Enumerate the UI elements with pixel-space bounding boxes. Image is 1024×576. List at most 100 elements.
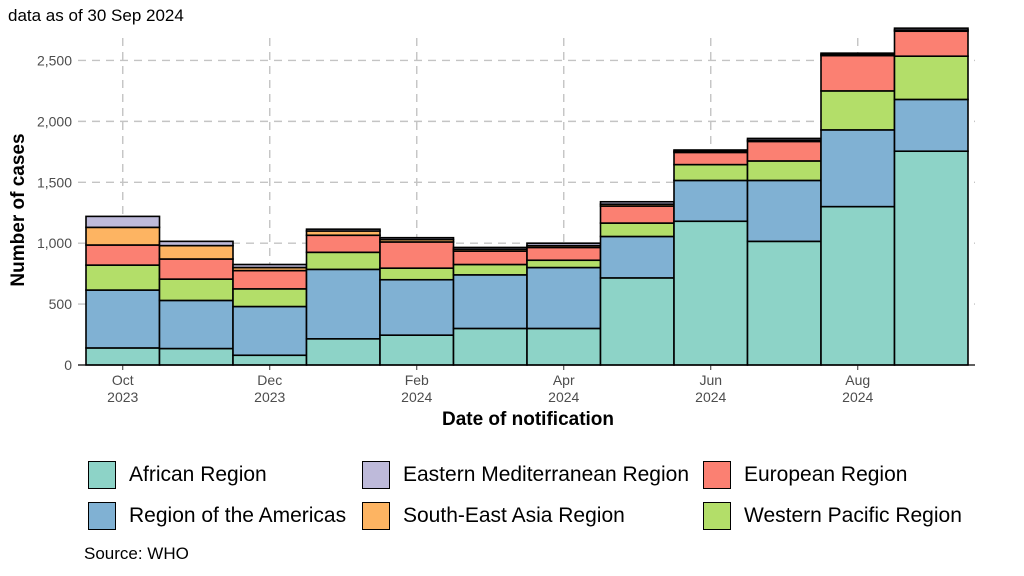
x-tick-label-year: 2024 [401,389,432,405]
bar-segment-region-of-the-americas [232,305,308,357]
bar-segment-western-pacific-region [526,259,602,269]
bar-segment-eastern-mediterranean-region [673,149,749,153]
bar-segment-african-region [232,354,308,366]
y-tick-label: 2,000 [37,113,72,129]
legend-item-european-region: European Region [703,460,907,490]
x-tick-label-year: 2024 [695,389,726,405]
bar-segment-european-region [452,250,528,266]
bar-segment-african-region [746,240,822,366]
bar-segment-region-of-the-americas [673,179,749,223]
bar-segment-eastern-mediterranean-region [820,52,896,56]
chart-subtitle: data as of 30 Sep 2024 [8,6,184,25]
bar-segment-eastern-mediterranean-region [379,236,455,241]
bar-segment-western-pacific-region [85,264,161,291]
bar-segment-region-of-the-americas [599,235,675,279]
x-tick-label-year: 2024 [548,389,579,405]
bar-segment-african-region [379,334,455,366]
y-axis-label: Number of cases [8,133,29,286]
legend-item-african-region: African Region [88,460,267,490]
legend-swatch [362,502,390,530]
legend-label: Region of the Americas [129,504,347,527]
bar-segment-european-region [232,269,308,290]
legend-swatch [88,461,116,489]
bar-segment-european-region [820,54,896,92]
legend-swatch [703,461,731,489]
bar-segment-eastern-mediterranean-region [599,200,675,206]
y-tick-label: 1,000 [37,235,72,251]
x-tick-label-year: 2024 [842,389,873,405]
legend-item-western-pacific-region: Western Pacific Region [703,501,962,531]
legend-label: Western Pacific Region [744,504,962,527]
bar-segment-western-pacific-region [599,222,675,238]
bar-segment-eastern-mediterranean-region [746,137,822,142]
legend-swatch [88,502,116,530]
legend-label: Eastern Mediterranean Region [403,463,690,486]
bar-segment-african-region [526,327,602,366]
bar-segment-european-region [305,234,381,254]
legend-item-region-of-the-americas: Region of the Americas [88,501,346,531]
bar-segment-european-region [379,241,455,269]
bar-segment-african-region [452,327,528,366]
bar-segment-western-pacific-region [305,251,381,271]
y-tick-label: 500 [49,296,73,312]
bar-segment-western-pacific-region [820,90,896,131]
bar-segment-region-of-the-americas [893,98,969,153]
x-tick-label-year: 2023 [254,389,285,405]
bar-segment-african-region [893,150,969,366]
x-tick-label-year: 2023 [107,389,138,405]
bar-segment-eastern-mediterranean-region [893,27,969,31]
bar-segment-african-region [158,347,234,366]
y-tick-label: 0 [64,357,72,373]
legend-swatch [362,461,390,489]
bar-segment-western-pacific-region [232,288,308,308]
bar-segment-region-of-the-americas [526,266,602,330]
x-tick-label-month: Feb [405,372,429,388]
axes: 05001,0001,5002,0002,500Oct2023Dec2023Fe… [37,52,975,405]
bar-segment-eastern-mediterranean-region [85,215,161,229]
y-tick-label: 1,500 [37,174,72,190]
y-tick-label: 2,500 [37,52,72,68]
bar-segment-western-pacific-region [893,55,969,101]
legend-label: European Region [744,463,908,486]
bar-segment-south-east-asia-region [158,244,234,260]
x-tick-label-month: Dec [257,372,282,388]
bar-segment-european-region [673,151,749,166]
legend-label: South-East Asia Region [403,504,625,527]
bars [85,27,969,366]
x-tick-label-month: Apr [553,372,575,388]
bar-segment-eastern-mediterranean-region [526,242,602,247]
bar-segment-eastern-mediterranean-region [158,240,234,247]
bar-segment-region-of-the-americas [379,278,455,336]
bar-segment-region-of-the-americas [158,299,234,350]
bar-segment-european-region [746,140,822,162]
x-axis-label: Date of notification [442,409,614,430]
legend-item-eastern-mediterranean-region: Eastern Mediterranean Region [362,460,689,490]
x-tick-label-month: Aug [845,372,870,388]
bar-segment-south-east-asia-region [85,226,161,246]
chart-caption: Source: WHO [84,544,189,563]
bar-segment-eastern-mediterranean-region [305,228,381,232]
x-tick-label-month: Jun [699,372,722,388]
bar-segment-western-pacific-region [452,263,528,276]
bar-segment-region-of-the-americas [452,274,528,330]
legend-swatch [703,502,731,530]
bar-segment-european-region [893,30,969,57]
bar-segment-african-region [599,277,675,366]
bar-segment-african-region [820,205,896,366]
stacked-bar-chart: 05001,0001,5002,0002,500Oct2023Dec2023Fe… [8,27,975,430]
bar-segment-european-region [158,258,234,280]
bar-segment-region-of-the-americas [85,289,161,349]
bar-segment-eastern-mediterranean-region [452,246,528,251]
x-tick-label-month: Oct [112,372,134,388]
bar-segment-region-of-the-americas [305,268,381,340]
bar-segment-western-pacific-region [673,163,749,182]
bar-segment-european-region [599,205,675,224]
bar-segment-western-pacific-region [379,267,455,281]
bar-segment-western-pacific-region [158,278,234,302]
bar-segment-european-region [85,244,161,266]
legend-label: African Region [129,463,267,486]
bar-segment-african-region [305,338,381,366]
bar-segment-eastern-mediterranean-region [232,263,308,269]
bar-segment-african-region [673,220,749,366]
bar-segment-region-of-the-americas [820,129,896,208]
